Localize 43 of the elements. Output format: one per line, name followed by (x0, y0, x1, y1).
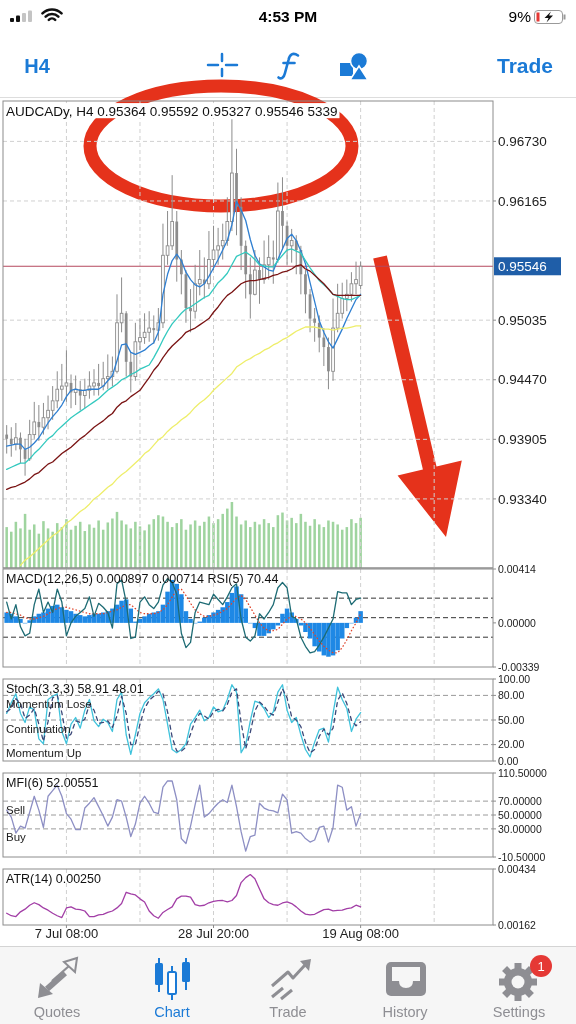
y-tick-label: 70.00000 (498, 794, 542, 807)
text: Trade (496, 54, 554, 77)
text: Chart (154, 1004, 190, 1020)
x-tick-label: 28 Jul 20:00 (178, 926, 249, 941)
y-tick-label: 100.00 (498, 672, 531, 685)
chart-title: AUDCADy, H4 0.95364 0.95592 0.95327 0.95546 5339 (6, 103, 338, 119)
y-tick-label: 0.00 (498, 754, 519, 767)
y-tick-label: 0.96730 (498, 134, 547, 150)
ref-line-label: Sell (6, 803, 26, 816)
y-tick-label: 0.96165 (498, 193, 547, 209)
ref-line-label: Buy (6, 831, 27, 844)
text: Quotes (33, 1004, 81, 1020)
text: Trade (269, 1004, 307, 1020)
y-tick-label: 0.95035 (498, 312, 547, 328)
y-tick-label: 110.50000 (498, 766, 548, 779)
chart-title: Stoch(3,3,3) 58.91 48.01 (6, 681, 144, 696)
x-tick-label: 7 Jul 08:00 (34, 926, 99, 941)
y-tick-label: 0.00162 (498, 918, 537, 931)
y-tick-label: 0.93905 (498, 432, 547, 448)
y-tick-label: 20.00 (498, 738, 525, 751)
text: 1 (537, 958, 545, 974)
y-tick-label: 80.00 (498, 689, 525, 702)
text: H4 (24, 55, 51, 77)
text: 9% (508, 8, 532, 25)
y-tick-label: 0.00414 (498, 562, 537, 575)
chart-title: MACD(12,26,5) 0.000897 0.000714 RSI(5) 70.44 (6, 571, 279, 586)
y-tick-label: 50.00 (498, 713, 525, 726)
y-tick-label: -10.50000 (498, 850, 546, 863)
x-tick-label: 19 Aug 08:00 (322, 926, 399, 941)
ref-line-label: 0.95546 (498, 258, 547, 274)
ref-line-label: Momentum Up (6, 747, 82, 760)
y-tick-label: -0.00339 (498, 660, 540, 673)
y-tick-label: 0.94470 (498, 372, 547, 388)
text: Settings (492, 1004, 546, 1020)
y-tick-label: 0.00000 (498, 616, 537, 629)
text: History (382, 1004, 429, 1020)
y-tick-label: 0.93340 (498, 491, 547, 507)
chart-title: ATR(14) 0.00250 (6, 871, 102, 886)
y-tick-label: 30.00000 (498, 822, 542, 835)
y-tick-label: 0.00434 (498, 862, 537, 875)
text: 4:53 PM (258, 8, 318, 25)
chart-title: MFI(6) 52.00551 (6, 775, 99, 790)
y-tick-label: 50.00000 (498, 808, 542, 821)
